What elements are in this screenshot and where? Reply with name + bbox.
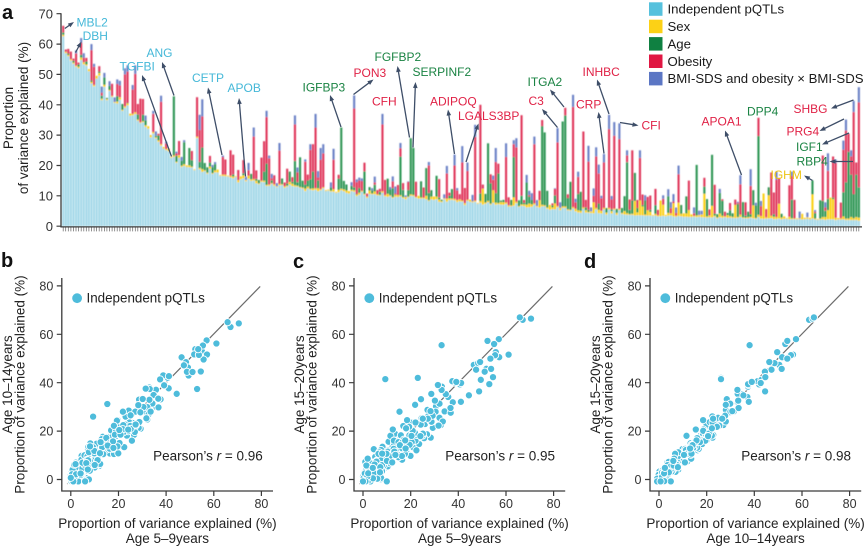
svg-text:CRP: CRP: [576, 98, 601, 112]
svg-text:20: 20: [112, 497, 126, 511]
svg-text:Proportion of variance explain: Proportion of variance explained (%): [646, 516, 864, 531]
svg-text:0: 0: [656, 497, 663, 511]
svg-text:20: 20: [39, 158, 53, 173]
svg-text:Pearson’s r = 0.95: Pearson’s r = 0.95: [445, 449, 555, 464]
svg-text:30: 30: [39, 128, 53, 143]
svg-text:Sex: Sex: [668, 19, 691, 34]
svg-text:Independent pQTLs: Independent pQTLs: [675, 291, 794, 306]
svg-text:APOB: APOB: [228, 81, 261, 95]
svg-text:BMI-SDS and obesity × BMI-SDS: BMI-SDS and obesity × BMI-SDS: [668, 71, 864, 86]
svg-text:80: 80: [39, 280, 53, 294]
svg-text:CETP: CETP: [192, 71, 224, 85]
svg-text:IGF1: IGF1: [796, 140, 823, 154]
svg-text:Pearson’s r = 0.96: Pearson’s r = 0.96: [153, 449, 263, 464]
svg-text:Proportion: Proportion: [1, 87, 16, 149]
svg-text:0: 0: [339, 473, 346, 487]
svg-text:IGFBP3: IGFBP3: [303, 81, 346, 95]
svg-text:CFH: CFH: [372, 95, 397, 109]
svg-text:APOA1: APOA1: [702, 115, 742, 129]
svg-text:CFI: CFI: [642, 119, 661, 133]
svg-text:PRG4: PRG4: [787, 125, 820, 139]
svg-text:Age 15–20years: Age 15–20years: [292, 335, 307, 434]
svg-text:PON3: PON3: [354, 66, 387, 80]
svg-text:10: 10: [39, 188, 53, 203]
svg-text:TGFBI: TGFBI: [120, 60, 155, 74]
svg-text:C3: C3: [529, 94, 545, 108]
svg-text:Independent pQTLs: Independent pQTLs: [668, 2, 785, 17]
svg-text:Proportion of variance explain: Proportion of variance explained (%): [601, 275, 616, 493]
svg-text:60: 60: [39, 328, 53, 342]
svg-text:SHBG: SHBG: [794, 102, 828, 116]
svg-text:80: 80: [547, 497, 561, 511]
svg-text:Proportion of variance explain: Proportion of variance explained (%): [350, 516, 568, 531]
svg-text:IGHM: IGHM: [771, 168, 802, 182]
svg-text:SERPINF2: SERPINF2: [413, 65, 472, 79]
svg-text:Age 10–14years: Age 10–14years: [0, 335, 15, 434]
svg-text:Proportion of variance explain: Proportion of variance explained (%): [58, 516, 276, 531]
svg-text:RBP4: RBP4: [797, 155, 829, 169]
svg-text:60: 60: [628, 328, 642, 342]
svg-text:Obesity: Obesity: [668, 54, 713, 69]
svg-text:40: 40: [332, 376, 346, 390]
svg-text:b: b: [1, 250, 13, 272]
svg-text:Age: Age: [668, 36, 691, 51]
svg-text:20: 20: [332, 425, 346, 439]
svg-text:60: 60: [795, 497, 809, 511]
svg-text:40: 40: [628, 376, 642, 390]
svg-text:50: 50: [39, 67, 53, 82]
svg-text:80: 80: [254, 497, 268, 511]
svg-text:Pearson’s r = 0.98: Pearson’s r = 0.98: [741, 449, 851, 464]
svg-text:c: c: [293, 251, 304, 273]
svg-text:60: 60: [499, 497, 513, 511]
svg-text:INHBC: INHBC: [583, 65, 621, 79]
svg-text:70: 70: [39, 6, 53, 21]
svg-text:Age 15–20years: Age 15–20years: [588, 335, 603, 434]
svg-text:80: 80: [843, 497, 857, 511]
svg-text:40: 40: [159, 497, 173, 511]
svg-text:20: 20: [700, 497, 714, 511]
svg-text:0: 0: [360, 497, 367, 511]
svg-text:40: 40: [451, 497, 465, 511]
svg-text:DBH: DBH: [83, 29, 108, 43]
svg-text:80: 80: [628, 280, 642, 294]
svg-text:ANG: ANG: [147, 46, 173, 60]
svg-text:0: 0: [67, 497, 74, 511]
svg-text:40: 40: [39, 376, 53, 390]
svg-text:Age 5–9years: Age 5–9years: [126, 531, 210, 546]
svg-text:a: a: [2, 2, 14, 24]
svg-text:Age 10–14years: Age 10–14years: [706, 531, 805, 546]
svg-text:Proportion of variance explain: Proportion of variance explained (%): [305, 275, 320, 493]
svg-text:Age 5–9years: Age 5–9years: [418, 531, 502, 546]
svg-text:of variance explained (%): of variance explained (%): [16, 42, 31, 194]
svg-text:60: 60: [207, 497, 221, 511]
svg-text:40: 40: [747, 497, 761, 511]
svg-text:20: 20: [404, 497, 418, 511]
svg-text:ITGA2: ITGA2: [528, 75, 563, 89]
svg-text:MBL2: MBL2: [77, 16, 109, 30]
svg-text:80: 80: [332, 280, 346, 294]
svg-text:LGALS3BP: LGALS3BP: [458, 109, 519, 123]
svg-text:DPP4: DPP4: [747, 105, 779, 119]
svg-text:20: 20: [628, 425, 642, 439]
svg-text:0: 0: [635, 473, 642, 487]
svg-text:0: 0: [46, 219, 53, 234]
svg-text:60: 60: [39, 37, 53, 52]
svg-text:60: 60: [332, 328, 346, 342]
svg-text:ADIPOQ: ADIPOQ: [430, 95, 477, 109]
svg-text:d: d: [584, 251, 596, 273]
svg-text:Independent pQTLs: Independent pQTLs: [87, 291, 206, 306]
svg-text:20: 20: [39, 425, 53, 439]
svg-text:40: 40: [39, 97, 53, 112]
svg-text:Proportion of variance explain: Proportion of variance explained (%): [13, 275, 28, 493]
svg-text:Independent pQTLs: Independent pQTLs: [379, 291, 498, 306]
svg-text:0: 0: [46, 473, 53, 487]
svg-text:FGFBP2: FGFBP2: [375, 50, 422, 64]
